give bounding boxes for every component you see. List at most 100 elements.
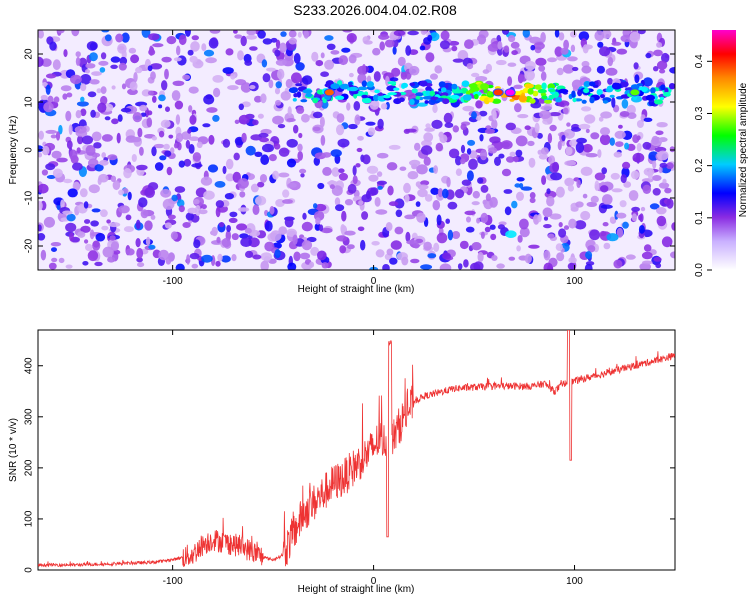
heatmap-blob [222,67,234,74]
heatmap-blob [188,86,199,94]
heatmap-blob [80,108,87,117]
heatmap-band-blob [300,99,308,103]
heatmap-blob [312,111,323,119]
heatmap-blob [245,250,254,258]
heatmap-blob [452,58,464,63]
heatmap-blob [382,264,390,270]
heatmap-blob [120,107,132,113]
heatmap-band-blob [399,97,405,102]
heatmap-blob [330,149,342,158]
heatmap-blob [563,39,569,50]
heatmap-blob [60,199,65,209]
heatmap-blob [274,249,281,259]
heatmap-band-blob [583,81,591,87]
heatmap-band-blob [589,81,596,87]
heatmap-blob [268,154,277,162]
heatmap-blob [582,193,588,199]
heatmap-blob [338,168,345,173]
heatmap-blob [225,158,234,170]
heatmap-blob [439,40,450,50]
heatmap-blob [154,162,164,171]
heatmap-blob [338,55,349,66]
heatmap-blob [548,155,556,165]
heatmap-band-blob [641,86,648,93]
heatmap-band-blob [527,88,534,95]
heatmap-blob [443,112,453,124]
heatmap-blob [40,94,48,101]
heatmap-blob [388,144,401,150]
heatmap-band-blob [373,94,380,102]
heatmap-blob [51,247,57,253]
heatmap-blob [543,262,553,270]
heatmap-blob [278,172,290,178]
heatmap-blob [118,189,125,196]
heatmap-blob [84,239,89,244]
heatmap-blob [370,187,379,196]
heatmap-blob [625,254,636,260]
heatmap-blob [636,142,642,152]
heatmap-blob [347,183,357,194]
heatmap-blob [451,231,461,239]
heatmap-blob [552,161,560,172]
heatmap-blob [373,71,381,82]
heatmap-blob [321,100,329,109]
heatmap-blob [528,244,540,249]
heatmap-blob [378,34,390,40]
heatmap-blob [66,140,73,150]
heatmap-peak [323,88,335,97]
heatmap-blob [538,65,546,72]
heatmap-band-blob [430,96,439,101]
heatmap-blob [129,81,138,91]
heatmap-band-blob [296,91,302,98]
heatmap-blob [420,264,433,270]
heatmap-band-blob [350,90,359,95]
heatmap-band-blob [429,90,436,97]
heatmap-blob [138,197,148,208]
heatmap-blob [183,158,192,167]
heatmap-blob [600,111,612,119]
heatmap-blob [596,65,606,74]
heatmap-y-tick-label: -20 [24,238,35,253]
heatmap-band-blob [387,81,397,85]
heatmap-y-ticks: -20 -10 0 10 20 [24,48,675,253]
heatmap-blob [361,211,369,220]
heatmap-blob [66,92,73,98]
heatmap-blob [529,192,536,199]
heatmap-blob [272,115,284,125]
heatmap-blob [590,132,600,140]
heatmap-blob [413,242,420,249]
heatmap-band-blob [363,91,369,96]
heatmap-blob [288,30,297,38]
heatmap-blob [442,188,449,199]
heatmap-blob [225,173,235,182]
heatmap-blob [498,153,505,159]
heatmap-blob [153,143,165,149]
heatmap-blob [653,49,663,57]
heatmap-blob [93,142,102,149]
heatmap-blob [491,119,498,130]
heatmap-band-blob [461,80,470,87]
heatmap-blob [567,56,578,62]
heatmap-blob [83,201,89,209]
heatmap-blob [117,43,127,54]
heatmap-blob [662,178,667,184]
heatmap-blob [312,126,321,132]
heatmap-band-blob [361,97,372,104]
heatmap-blob [216,236,221,244]
heatmap-blob [627,112,637,119]
heatmap-blob [249,85,256,90]
heatmap-blob [144,220,153,231]
heatmap-blob [230,73,236,80]
heatmap-blob [260,93,267,104]
heatmap-blob [189,114,197,125]
heatmap-blob [501,168,512,177]
heatmap-blob [574,220,587,230]
heatmap-blob [589,229,601,241]
heatmap-blob [90,220,99,227]
heatmap-blob [397,56,406,67]
line-y-ticks: 0 100 200 300 400 [24,357,675,573]
heatmap-blob [578,123,591,130]
heatmap-blob [540,32,546,43]
heatmap-band-blob [571,91,576,98]
heatmap-blob [601,167,607,175]
